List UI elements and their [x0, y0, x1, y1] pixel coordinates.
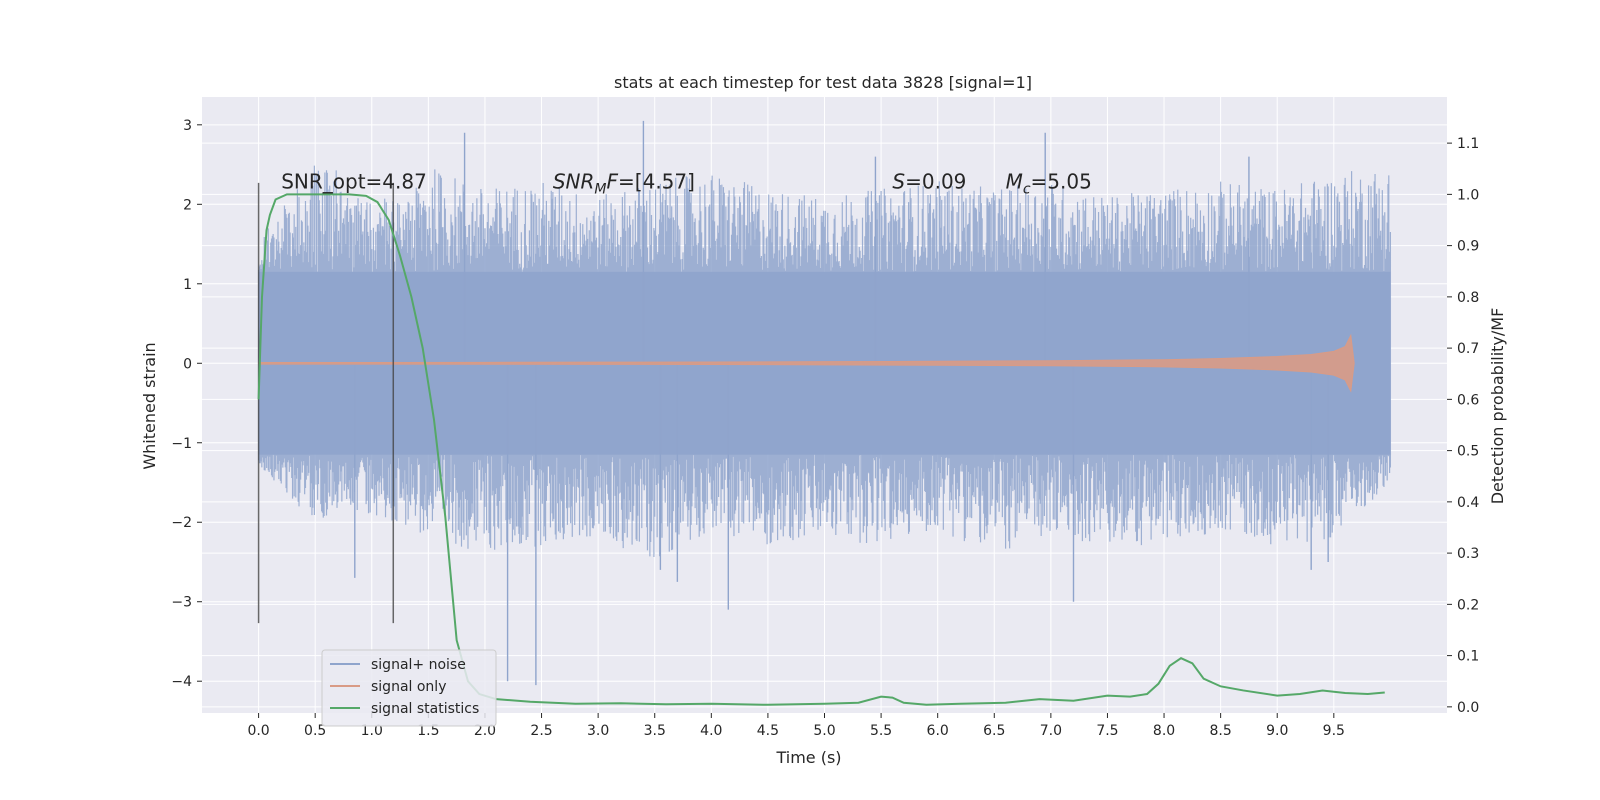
signal-statistics-line: [257, 193, 1385, 706]
x-tick-label: 4.5: [757, 723, 779, 739]
x-tick-label: 0.0: [247, 723, 269, 739]
legend-box: [321, 649, 497, 727]
y-right-tick-label: 1.1: [1457, 136, 1479, 152]
vertical-lines: [257, 182, 395, 624]
signal-statistics-series: [257, 193, 1385, 706]
y-right-tick-label: 0.4: [1457, 495, 1479, 511]
y-axis-label: Whitened strain: [140, 342, 159, 469]
y-tick-label: 2: [183, 197, 192, 213]
legend-label-signal-noise: signal+ noise: [371, 657, 466, 673]
x-tick-label: 0.5: [304, 723, 326, 739]
x-tick-label: 9.0: [1266, 723, 1288, 739]
x-tick-label: 8.5: [1210, 723, 1232, 739]
x-tick-label: 7.5: [1096, 723, 1118, 739]
x-tick-label: 8.0: [1153, 723, 1175, 739]
y-right-tick-label: 0.0: [1457, 700, 1479, 716]
y-right-tick-label: 0.1: [1457, 649, 1479, 665]
x-tick-label: 2.0: [474, 723, 496, 739]
y-right-tick-label: 0.9: [1457, 239, 1479, 255]
legend-label-signal-only: signal only: [371, 679, 446, 695]
x-tick-label: 6.0: [927, 723, 949, 739]
annotation-mc_value: Mc=5.05: [1006, 169, 1092, 197]
x-tick-label: 7.0: [1040, 723, 1062, 739]
x-tick-label: 6.5: [983, 723, 1005, 739]
y-axis-right-label: Detection probability/MF: [1488, 308, 1507, 505]
y-tick-label: −1: [171, 436, 192, 452]
y-right-tick-label: 0.3: [1457, 546, 1479, 562]
y-tick-label: 0: [183, 356, 192, 372]
y-tick-label: 1: [183, 277, 192, 293]
annotations: SNR_opt=4.87 SNRMF=[4.57] S=0.09 Mc=5.05: [281, 169, 1092, 197]
x-tick-label: 1.5: [417, 723, 439, 739]
signal-only-trace: [258, 333, 1355, 393]
x-tick-label: 4.0: [700, 723, 722, 739]
y-tick-label: −3: [171, 595, 192, 611]
x-axis-label: Time (s): [775, 748, 841, 767]
ticks: 0.0 0.5 1.0 1.5 2.0 2.5 3.0 3.5 4.0 4.5 5.0 5.5 6.0 6…: [171, 118, 1479, 739]
x-tick-label: 3.5: [644, 723, 666, 739]
annotation-snr_opt: SNR_opt=4.87: [281, 169, 427, 193]
x-tick-label: 5.5: [870, 723, 892, 739]
legend-label-signal-statistics: signal statistics: [371, 701, 479, 717]
x-tick-label: 9.5: [1323, 723, 1345, 739]
y-right-tick-label: 0.8: [1457, 290, 1479, 306]
y-tick-label: −4: [171, 674, 192, 690]
annotation-snr_mf: SNRMF=[4.57]: [553, 169, 695, 197]
legend: signal+ noise signal only signal statist…: [321, 649, 497, 727]
y-right-tick-label: 0.2: [1457, 597, 1479, 613]
chart-title: stats at each timestep for test data 382…: [614, 73, 1032, 92]
x-tick-label: 5.0: [813, 723, 835, 739]
annotation-s_value: S=0.09: [892, 169, 966, 193]
signal-only-series: [258, 333, 1355, 393]
y-right-tick-label: 0.7: [1457, 341, 1479, 357]
x-tick-label: 2.5: [530, 723, 552, 739]
y-right-tick-label: 1.0: [1457, 187, 1479, 203]
y-tick-label: −2: [171, 515, 192, 531]
y-right-tick-label: 0.6: [1457, 392, 1479, 408]
y-right-tick-label: 0.5: [1457, 444, 1479, 460]
x-tick-label: 3.0: [587, 723, 609, 739]
y-tick-label: 3: [183, 118, 192, 134]
x-tick-label: 1.0: [361, 723, 383, 739]
